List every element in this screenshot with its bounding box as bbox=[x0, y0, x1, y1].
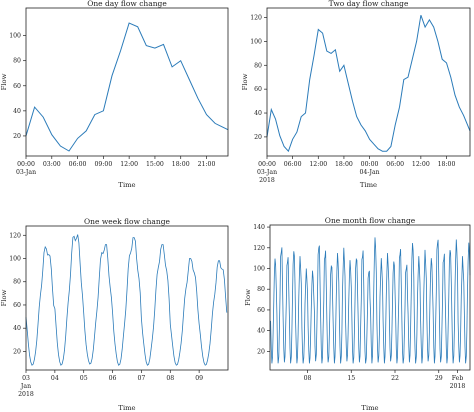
x-tick-sublabel: 2018 bbox=[259, 177, 275, 184]
x-tick-label: 18:00 bbox=[335, 161, 353, 168]
y-tick-label: 20 bbox=[13, 348, 21, 355]
plot-frame bbox=[25, 7, 229, 157]
x-tick-label: 06:00 bbox=[284, 161, 302, 168]
chart-title: One day flow change bbox=[87, 0, 167, 8]
y-tick-label: 60 bbox=[254, 86, 262, 93]
x-tick-sublabel: Jan bbox=[20, 383, 31, 390]
x-tick-label: 12:00 bbox=[412, 161, 430, 168]
x-tick-label: 05 bbox=[80, 375, 88, 382]
y-axis-label: Flow bbox=[241, 73, 249, 90]
y-tick-label: 100 bbox=[9, 33, 21, 40]
chart-3: One week flow change 20 40 60 80 100 120 03Jan2… bbox=[0, 217, 229, 412]
y-axis-label: Flow bbox=[0, 73, 8, 90]
x-tick-label: 06 bbox=[109, 375, 117, 382]
y-tick-label: 60 bbox=[13, 83, 21, 90]
x-tick-label: 08 bbox=[166, 375, 174, 382]
chart-4: One month flow change 20 40 60 80 100 120 140 08… bbox=[244, 216, 471, 412]
x-tick-label: 18:00 bbox=[438, 161, 456, 168]
y-tick-label: 80 bbox=[257, 286, 265, 293]
y-tick-label: 40 bbox=[254, 110, 262, 117]
x-tick-label: 09:00 bbox=[94, 161, 112, 168]
x-axis-label: Time bbox=[360, 181, 377, 189]
x-tick-label: 12:00 bbox=[309, 161, 327, 168]
series-line bbox=[25, 234, 228, 366]
plot-frame bbox=[269, 224, 471, 371]
y-tick-label: 100 bbox=[253, 266, 265, 273]
y-tick-label: 80 bbox=[13, 58, 21, 65]
y-tick-label: 60 bbox=[257, 307, 265, 314]
x-tick-label: 03 bbox=[22, 375, 30, 382]
x-tick-label: 08 bbox=[304, 375, 312, 382]
x-tick-label: 29 bbox=[435, 375, 443, 382]
x-tick-sublabel: 2018 bbox=[18, 391, 34, 398]
x-tick-label: 06:00 bbox=[386, 161, 404, 168]
x-tick-label: Feb bbox=[452, 375, 464, 382]
chart-title: One week flow change bbox=[84, 217, 170, 226]
x-tick-label: 18:00 bbox=[172, 161, 190, 168]
x-tick-label: 15:00 bbox=[146, 161, 164, 168]
y-axis-label: Flow bbox=[0, 289, 8, 306]
series-line bbox=[25, 22, 229, 152]
x-tick-label: 03:00 bbox=[43, 161, 61, 168]
x-tick-label: 22 bbox=[391, 375, 399, 382]
x-tick-label: 15 bbox=[347, 375, 355, 382]
x-axis-label: Time bbox=[118, 404, 135, 412]
y-tick-label: 20 bbox=[254, 134, 262, 141]
x-axis-label: Time bbox=[118, 181, 135, 189]
y-tick-label: 40 bbox=[13, 325, 21, 332]
chart-title: One month flow change bbox=[325, 216, 416, 225]
x-tick-sublabel: 03-Jan bbox=[16, 169, 36, 176]
plot-frame bbox=[266, 7, 471, 157]
y-tick-label: 20 bbox=[257, 348, 265, 355]
chart-1: One day flow change 20 40 60 80 100 00:0003-Ja… bbox=[0, 0, 229, 189]
y-tick-label: 80 bbox=[254, 62, 262, 69]
x-tick-label: 00:00 bbox=[17, 161, 35, 168]
x-tick-label: 00:00 bbox=[361, 161, 379, 168]
y-tick-label: 100 bbox=[250, 38, 262, 45]
x-tick-label: 21:00 bbox=[198, 161, 216, 168]
y-tick-label: 40 bbox=[13, 108, 21, 115]
x-tick-label: 06:00 bbox=[69, 161, 87, 168]
y-tick-label: 120 bbox=[253, 245, 265, 252]
x-tick-sublabel: 2018 bbox=[450, 383, 466, 390]
x-tick-label: 09 bbox=[195, 375, 203, 382]
chart-title: Two day flow change bbox=[329, 0, 409, 8]
y-tick-label: 60 bbox=[13, 302, 21, 309]
series-line bbox=[266, 15, 471, 153]
x-tick-sublabel: 03-Jan bbox=[257, 169, 277, 176]
y-axis-label: Flow bbox=[244, 289, 252, 306]
y-tick-label: 100 bbox=[9, 256, 21, 263]
x-tick-label: 00:00 bbox=[258, 161, 276, 168]
x-axis-label: Time bbox=[361, 404, 378, 412]
y-tick-label: 120 bbox=[9, 232, 21, 239]
y-tick-label: 20 bbox=[13, 133, 21, 140]
x-tick-label: 07 bbox=[137, 375, 145, 382]
y-tick-label: 40 bbox=[257, 328, 265, 335]
plot-frame bbox=[25, 225, 229, 371]
series-line bbox=[270, 237, 471, 364]
y-tick-label: 80 bbox=[13, 279, 21, 286]
x-tick-label: 12:00 bbox=[120, 161, 138, 168]
x-tick-label: 04 bbox=[51, 375, 59, 382]
chart-2: Two day flow change2040608010012000:0003… bbox=[241, 0, 471, 189]
y-tick-label: 120 bbox=[250, 15, 262, 22]
x-tick-sublabel: 04-Jan bbox=[360, 169, 380, 176]
y-tick-label: 140 bbox=[253, 224, 265, 231]
